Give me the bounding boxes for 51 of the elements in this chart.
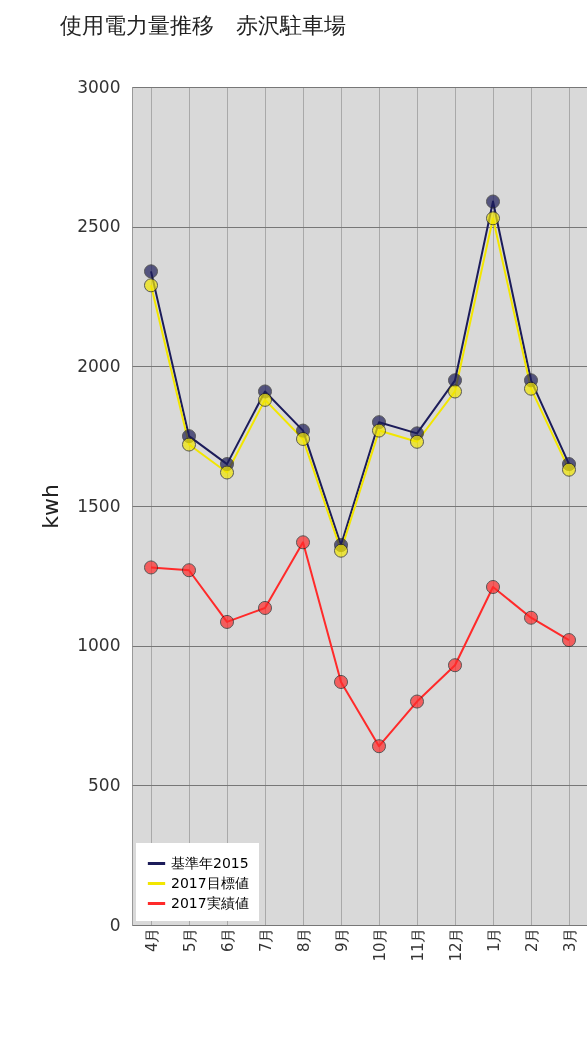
point (561, 633, 577, 648)
x-tick-label: 4月 (142, 927, 161, 953)
point (371, 739, 387, 754)
x-tick-label: 5月 (180, 927, 199, 953)
y-tick-label: 3000 (77, 76, 121, 97)
point (219, 614, 235, 629)
point (295, 535, 311, 550)
y-tick-label: 0 (109, 914, 121, 935)
y-tick-label: 2000 (77, 355, 121, 376)
x-tick-label: 12月 (446, 927, 465, 962)
point (485, 580, 501, 595)
point (295, 431, 311, 446)
y-tick-label: 500 (88, 774, 121, 795)
point (447, 658, 463, 673)
x-tick-label: 7月 (256, 927, 275, 953)
point (485, 211, 501, 226)
point (143, 560, 159, 575)
point (485, 194, 501, 209)
point (181, 437, 197, 452)
x-tick-label: 10月 (370, 927, 389, 962)
point (257, 392, 273, 407)
point (143, 264, 159, 279)
point (447, 373, 463, 388)
x-tick-label: 6月 (218, 927, 237, 953)
y-tick-label: 1500 (77, 495, 121, 516)
y-tick-label: 1000 (77, 635, 121, 656)
legend-label: 2017目標値 (171, 874, 249, 891)
point (181, 563, 197, 578)
point (409, 694, 425, 709)
point (333, 543, 349, 558)
x-tick-label: 8月 (294, 927, 313, 953)
x-tick-label: 1月 (484, 927, 503, 953)
x-tick-label: 2月 (522, 927, 541, 953)
point (219, 465, 235, 480)
y-tick-label: 2500 (77, 216, 121, 237)
point (561, 462, 577, 477)
legend-label: 2017実績値 (171, 894, 249, 911)
point (523, 610, 539, 625)
legend-label: 基準年2015 (171, 854, 249, 871)
point (447, 384, 463, 399)
chart-title: 使用電力量推移 赤沢駐車場 (59, 13, 346, 38)
point (333, 674, 349, 689)
point (371, 423, 387, 438)
x-tick-label: 11月 (408, 927, 427, 962)
y-axis-title: kwh (38, 484, 64, 529)
point (143, 278, 159, 293)
x-tick-label: 9月 (332, 927, 351, 953)
point (257, 600, 273, 615)
point (523, 381, 539, 396)
point (409, 434, 425, 449)
x-tick-label: 3月 (560, 927, 579, 953)
